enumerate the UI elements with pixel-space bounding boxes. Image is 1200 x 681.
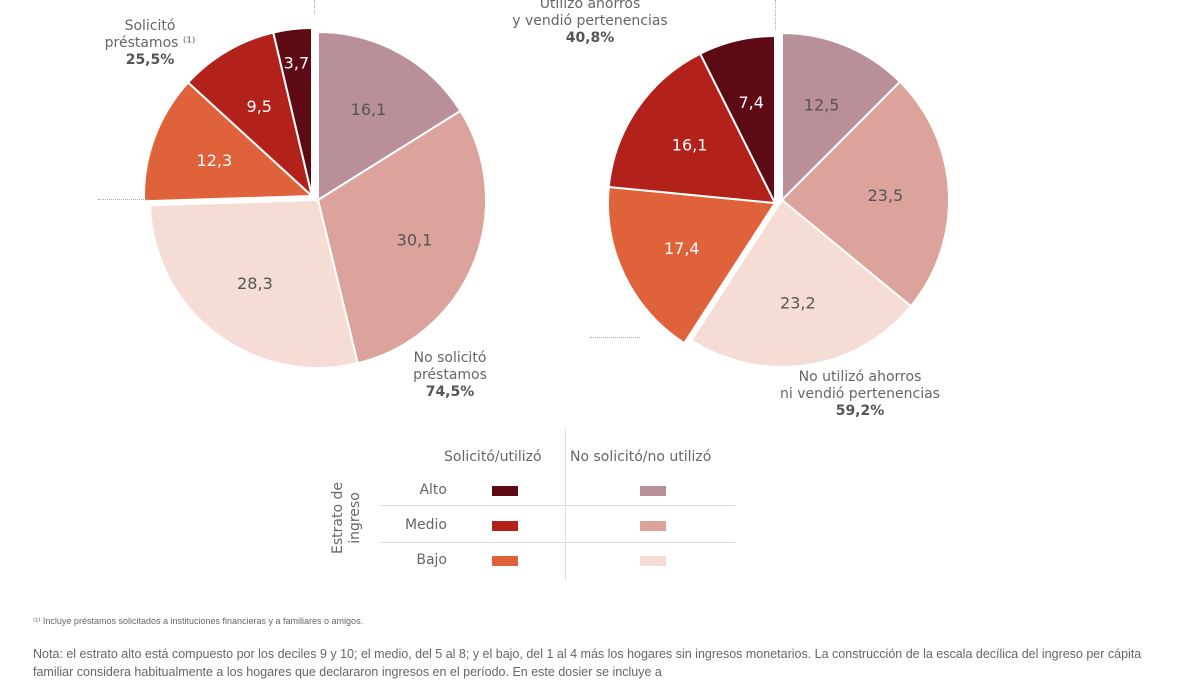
legend-swatch [640,521,666,531]
pie-slice [607,52,777,205]
pie-slice [272,26,313,197]
legend-col1: Solicitó/utilizó [444,449,542,465]
pie-slice [781,31,902,203]
left-group-a-label: Solicitó préstamos ⁽¹⁾ 25,5% [104,18,196,68]
slice-label: 12,5 [804,95,840,114]
left-group-b-label: No solicitó préstamos 74,5% [413,350,487,400]
pie-slice [317,30,462,202]
legend-col2: No solicitó/no utilizó [570,449,712,465]
pie-slice [316,109,487,365]
slice-label: 30,1 [397,230,433,249]
legend-row-label: Alto [419,482,447,498]
slice-label: 3,7 [284,54,309,73]
slice-label: 16,1 [672,135,708,154]
slice-label: 9,5 [247,97,272,116]
legend-swatch [492,556,518,566]
legend-row-label: Medio [404,517,447,533]
legend-swatch [492,486,518,496]
pie-slice [780,80,950,308]
right-group-a-label: Utilizó ahorros y vendió pertenencias 40,8… [512,0,668,46]
slice-label: 7,4 [738,93,763,112]
pie-slice [149,198,359,369]
pie-slice [143,81,315,203]
right-group-b-label: No utilizó ahorros ni vendió pertenencias… [780,369,940,419]
legend-axis: Estrato de ingreso [330,482,363,554]
slice-label: 23,2 [780,293,816,312]
legend-swatch [492,521,518,531]
pie-slice [689,198,913,368]
slice-label: 12,3 [197,151,233,170]
footnote: ⁽¹⁾ Incluye préstamos solicitados a inst… [33,616,364,626]
legend-row-label: Bajo [416,552,447,568]
pie-slice [698,34,776,204]
slice-label: 16,1 [351,100,387,119]
slice-label: 23,5 [868,186,904,205]
slice-label: 28,3 [237,274,273,293]
legend-swatch [640,556,666,566]
nota: Nota: el estrato alto está compuesto por… [33,647,1142,679]
pie-slice [186,31,314,199]
slice-label: 17,4 [664,239,700,258]
pie-slice [607,185,777,345]
legend-swatch [640,486,666,496]
